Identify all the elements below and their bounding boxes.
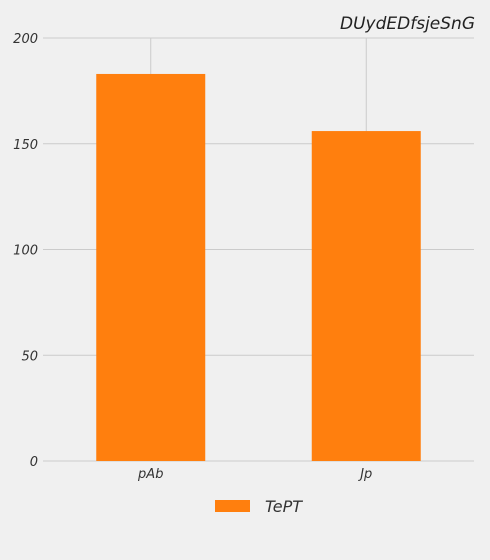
chart-title: DUydEDfsjeSnG xyxy=(340,14,475,34)
y-tick-label-4: 200 xyxy=(13,32,38,47)
x-tick-label-jp: Jp xyxy=(357,467,372,482)
legend-label-tept: TePT xyxy=(265,497,303,516)
legend: TePT xyxy=(215,497,303,516)
y-tick-label-0: 0 xyxy=(30,455,38,470)
legend-swatch-tept xyxy=(215,500,250,512)
x-tick-label-pab: pAb xyxy=(137,467,163,482)
bar-jp xyxy=(311,131,421,461)
y-tick-label-1: 50 xyxy=(21,349,38,364)
bars xyxy=(96,73,421,461)
x-axis-ticks: pAb Jp xyxy=(137,467,372,482)
y-tick-label-2: 100 xyxy=(13,244,38,259)
bar-pab xyxy=(96,73,206,461)
y-tick-label-3: 150 xyxy=(13,138,38,153)
y-axis-ticks: 0 50 100 150 200 xyxy=(13,32,38,470)
